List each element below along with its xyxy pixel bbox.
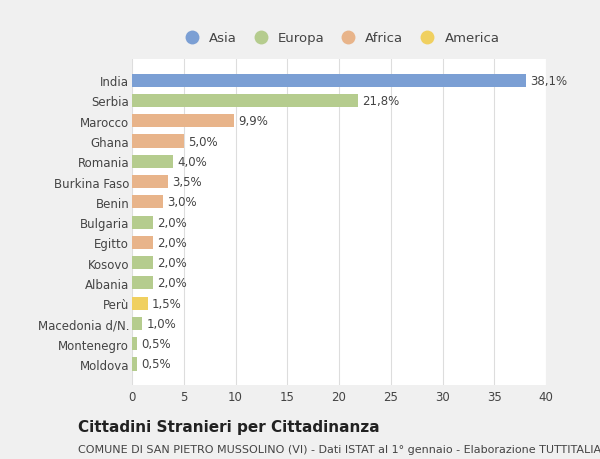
Text: 2,0%: 2,0% bbox=[157, 257, 187, 269]
Bar bbox=[132, 95, 358, 108]
Bar bbox=[132, 156, 173, 168]
Text: 1,5%: 1,5% bbox=[152, 297, 181, 310]
Bar bbox=[132, 317, 142, 330]
Text: 9,9%: 9,9% bbox=[239, 115, 268, 128]
Text: 38,1%: 38,1% bbox=[530, 74, 568, 88]
Text: COMUNE DI SAN PIETRO MUSSOLINO (VI) - Dati ISTAT al 1° gennaio - Elaborazione TU: COMUNE DI SAN PIETRO MUSSOLINO (VI) - Da… bbox=[78, 444, 600, 454]
Bar bbox=[132, 358, 137, 371]
Text: Cittadini Stranieri per Cittadinanza: Cittadini Stranieri per Cittadinanza bbox=[78, 419, 380, 434]
Text: 3,0%: 3,0% bbox=[167, 196, 197, 209]
Text: 21,8%: 21,8% bbox=[362, 95, 399, 108]
Bar bbox=[132, 196, 163, 209]
Text: 2,0%: 2,0% bbox=[157, 236, 187, 249]
Text: 4,0%: 4,0% bbox=[178, 156, 207, 168]
Text: 2,0%: 2,0% bbox=[157, 277, 187, 290]
Bar bbox=[132, 115, 235, 128]
Bar bbox=[132, 257, 152, 269]
Bar bbox=[132, 236, 152, 249]
Text: 3,5%: 3,5% bbox=[172, 176, 202, 189]
Text: 2,0%: 2,0% bbox=[157, 216, 187, 229]
Legend: Asia, Europa, Africa, America: Asia, Europa, Africa, America bbox=[173, 27, 505, 50]
Text: 0,5%: 0,5% bbox=[142, 337, 171, 350]
Bar bbox=[132, 74, 526, 88]
Bar bbox=[132, 216, 152, 229]
Bar bbox=[132, 176, 168, 189]
Text: 1,0%: 1,0% bbox=[146, 317, 176, 330]
Bar bbox=[132, 337, 137, 351]
Text: 5,0%: 5,0% bbox=[188, 135, 218, 148]
Bar bbox=[132, 277, 152, 290]
Bar bbox=[132, 135, 184, 148]
Bar bbox=[132, 297, 148, 310]
Text: 0,5%: 0,5% bbox=[142, 358, 171, 371]
